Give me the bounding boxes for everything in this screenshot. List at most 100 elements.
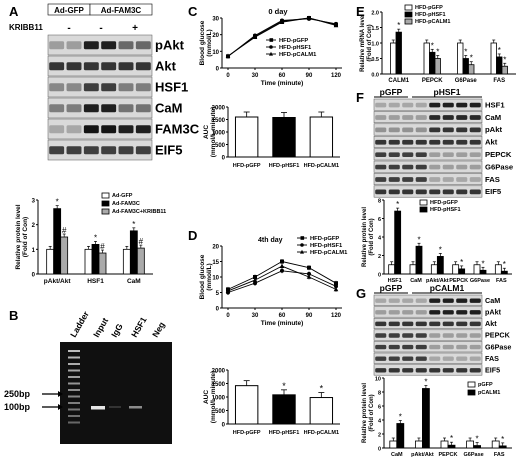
y-tick-label: 0 [222, 423, 226, 429]
bar-pGFP-FAS [491, 440, 500, 449]
blot-band [388, 368, 400, 373]
blot-band [375, 344, 387, 350]
x-tick-label: FAS [494, 452, 505, 458]
blot-band [83, 104, 99, 113]
group-label: Ad-FAM3C [101, 6, 142, 15]
y-tick-label: 1000 [212, 131, 226, 137]
D-bar: HFD-pGFP * HFD-pHSF1 * HFD-pCALM1 [228, 380, 340, 436]
marker-arrowhead [58, 391, 63, 397]
blot-band [429, 139, 441, 145]
significance-mark: * [460, 258, 463, 267]
blot-band [456, 298, 468, 303]
blot-band [442, 127, 454, 133]
x-tick-label: 30 [252, 313, 259, 319]
significance-mark: * [397, 21, 400, 30]
C-bar: HFD-pGFP HFD-pHSF1 HFD-pCALM1 [228, 111, 340, 169]
legend-swatch [101, 208, 110, 215]
blot-band [375, 127, 387, 133]
blot-band [442, 152, 454, 158]
x-tick-label: 120 [331, 313, 342, 319]
D-bar-y-axis: 0 500 1000 1500 2000 AUC (mmol/L_minute) [203, 369, 229, 429]
blot-label: HSF1 [485, 100, 505, 109]
bar-HFD-pHSF1-FAS [496, 56, 503, 75]
x-tick-label: HSF1 [87, 278, 104, 285]
significance-mark: # [100, 242, 105, 251]
bar-HFD-pGFP [234, 385, 259, 425]
y-tick-label: 15 [212, 260, 219, 266]
blot-band [442, 164, 454, 170]
blot-strip [373, 160, 483, 173]
treatment-sign: + [132, 23, 138, 34]
blot-band [388, 310, 400, 315]
x-tick-label: HFD-pHSF1 [269, 430, 300, 436]
bar-pGFP-pAkt/Akt [414, 440, 423, 449]
legend-label: Ad-FAM3C+KRIBB11 [112, 209, 166, 215]
y-axis-label: Relative mRNA level [360, 14, 366, 72]
y-axis-label: Relative protein level [362, 207, 368, 267]
y-axis-label: Blood glucose [199, 20, 206, 65]
point-HFD-pCALM1 [225, 53, 231, 58]
blot-band [388, 127, 400, 133]
y-tick-label: 2000 [212, 369, 226, 375]
legend-marker [269, 38, 274, 42]
point-HFD-pCALM1 [306, 15, 312, 20]
y-tick-label: 10 [212, 50, 219, 56]
x-tick-label: G6Pase [464, 452, 484, 458]
x-axis-label: Time (minute) [261, 320, 304, 327]
blot-band [442, 368, 454, 373]
blot-band [388, 298, 400, 303]
blot-band [375, 189, 387, 195]
blot-band [429, 368, 441, 373]
blot-band [388, 356, 400, 361]
ladder-band [68, 421, 80, 424]
y-tick-label: 0 [378, 273, 381, 279]
blot-label: CaM [485, 296, 500, 305]
blot-band [415, 189, 427, 195]
blot-strip [373, 317, 483, 330]
blot-label: FAS [485, 175, 500, 184]
blot-label: FAS [485, 354, 499, 363]
blot-band [415, 139, 427, 145]
legend-label: HFD-pCALM1 [310, 250, 348, 256]
D-line: 0 30 60 90 120 Time (minute) HFD-pGFPHFD-pHSF1… [222, 236, 348, 327]
y-axis-label: Relative protein level [362, 383, 368, 443]
bar-HFD-pCALM1-G6Pase [468, 64, 475, 75]
y-axis-label: Blood glucose [199, 254, 206, 299]
significance-mark: * [94, 233, 97, 242]
blot-band [442, 139, 454, 145]
legend-marker [269, 51, 273, 56]
blot-band [118, 62, 134, 71]
blot-band [49, 146, 65, 155]
blot-band [415, 152, 427, 158]
blot-band [429, 356, 441, 361]
blot-band [83, 83, 99, 92]
y-tick-label: 1500 [212, 118, 226, 124]
blot-band [429, 321, 441, 327]
legend-label: HFD-pHSF1 [415, 12, 446, 18]
y-axis-label: AUC [203, 390, 210, 404]
blot-band [402, 298, 414, 303]
blot-band [83, 41, 99, 50]
bar-pCALM1-G6Pase [473, 445, 482, 449]
significance-mark: * [320, 384, 324, 394]
blot-band [469, 344, 481, 350]
blot-band [429, 115, 441, 120]
blot-band [442, 102, 454, 108]
A-bar: *#pAkt/Akt*#HSF1*#CaM [38, 198, 153, 285]
significance-mark: * [399, 413, 402, 422]
E-bar: *CALM1**PEPCK**G6Pase**FAS [382, 21, 516, 84]
blot-band [429, 164, 441, 170]
legend-marker [300, 249, 304, 254]
bar-Ad-GFP-CaM [122, 248, 131, 275]
bar-HFD-pCALM1 [309, 116, 334, 158]
legend-swatch [419, 199, 428, 206]
y-axis-label: (mmol/L) [206, 29, 213, 56]
bar-HFD-pGFP-HSF1 [388, 264, 396, 275]
ladder-band [68, 415, 80, 417]
bar-Ad-FAM3C-pAkt/Akt [53, 208, 62, 275]
x-tick-label: CaM [127, 278, 141, 285]
group-label: pGFP [380, 87, 403, 97]
blot-strip [47, 97, 153, 119]
y-axis-label: (mmol/L) [206, 263, 213, 290]
